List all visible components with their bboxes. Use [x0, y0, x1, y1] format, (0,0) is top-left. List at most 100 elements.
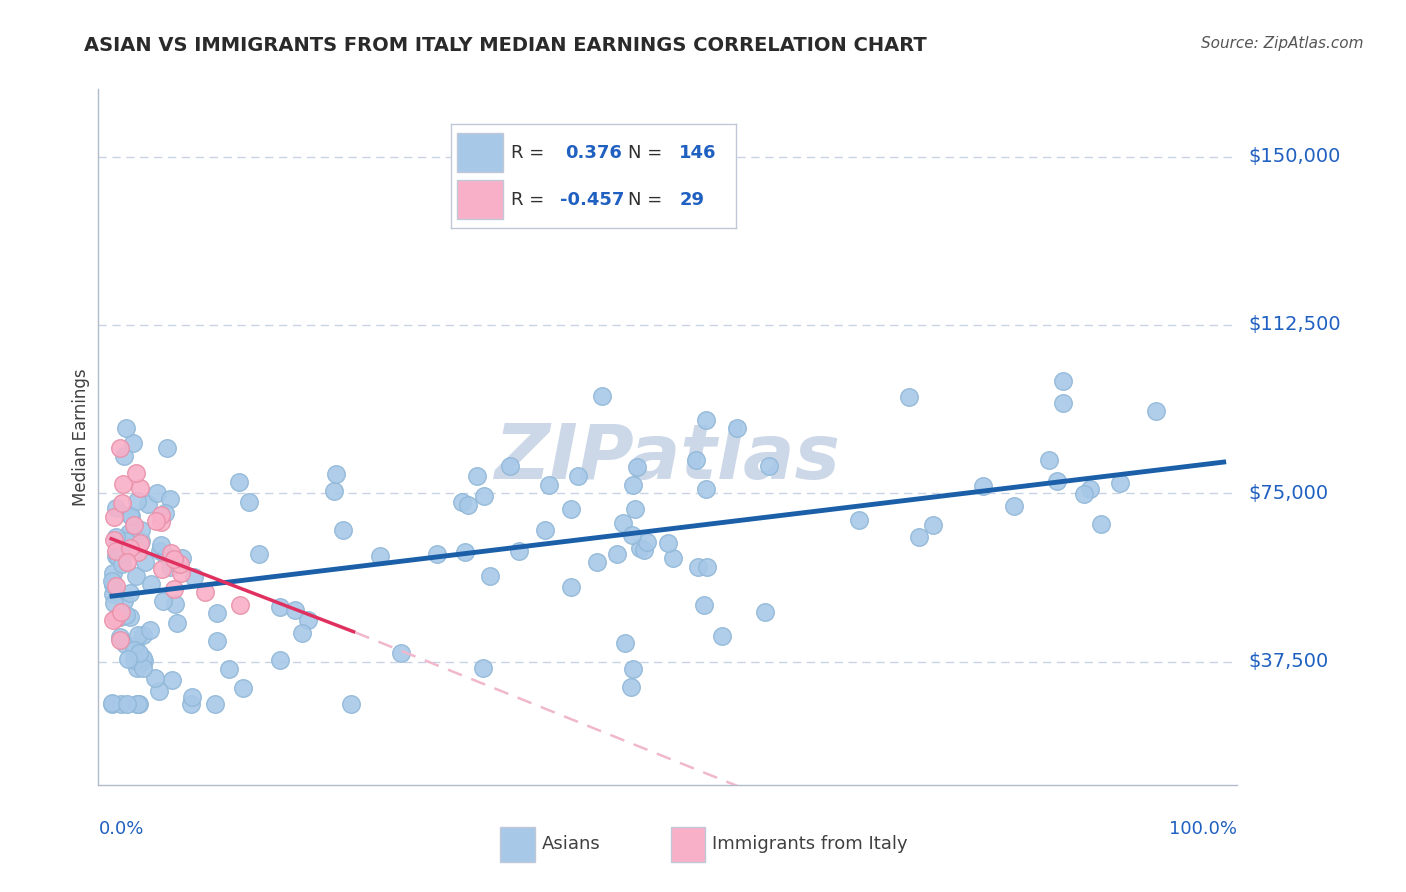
- Point: [725, 421, 748, 435]
- Point: [128, 697, 150, 711]
- Point: [269, 653, 291, 667]
- Text: $112,500: $112,500: [1249, 316, 1341, 334]
- Point: [122, 517, 145, 532]
- Point: [695, 482, 717, 496]
- Point: [284, 603, 307, 617]
- Point: [478, 569, 501, 583]
- Point: [180, 697, 202, 711]
- Point: [105, 579, 128, 593]
- Point: [1108, 476, 1130, 491]
- Point: [1038, 453, 1060, 467]
- Point: [153, 506, 176, 520]
- Point: [368, 549, 391, 563]
- Point: [112, 449, 135, 463]
- Point: [425, 547, 447, 561]
- Point: [586, 555, 609, 569]
- Point: [128, 646, 150, 660]
- Point: [103, 533, 125, 548]
- Point: [122, 436, 145, 450]
- Point: [155, 549, 177, 564]
- Point: [685, 453, 707, 467]
- Point: [160, 673, 183, 687]
- Point: [117, 652, 139, 666]
- Point: [229, 598, 252, 612]
- Point: [143, 671, 166, 685]
- Point: [194, 585, 217, 599]
- Point: [110, 557, 132, 571]
- Point: [136, 497, 159, 511]
- Point: [128, 536, 150, 550]
- Point: [139, 577, 162, 591]
- Point: [124, 639, 146, 653]
- Point: [567, 469, 589, 483]
- Point: [104, 530, 127, 544]
- Point: [128, 652, 150, 666]
- Point: [898, 390, 921, 404]
- Point: [108, 633, 131, 648]
- Point: [1002, 499, 1025, 513]
- Point: [848, 513, 870, 527]
- Text: 100.0%: 100.0%: [1170, 820, 1237, 838]
- Point: [115, 608, 138, 623]
- Text: ASIAN VS IMMIGRANTS FROM ITALY MEDIAN EARNINGS CORRELATION CHART: ASIAN VS IMMIGRANTS FROM ITALY MEDIAN EA…: [84, 36, 927, 54]
- Point: [101, 574, 124, 588]
- Point: [205, 634, 228, 648]
- Point: [332, 523, 354, 537]
- Point: [169, 557, 191, 571]
- Point: [166, 615, 188, 630]
- Point: [1046, 474, 1069, 488]
- Point: [120, 508, 142, 523]
- Point: [127, 494, 149, 508]
- Point: [105, 501, 128, 516]
- Point: [150, 562, 173, 576]
- Point: [247, 547, 270, 561]
- Point: [534, 523, 557, 537]
- Point: [183, 570, 205, 584]
- Point: [110, 630, 132, 644]
- Point: [657, 536, 679, 550]
- Point: [1052, 374, 1074, 388]
- Point: [232, 681, 254, 696]
- Point: [152, 593, 174, 607]
- Point: [127, 697, 149, 711]
- Point: [1090, 517, 1112, 532]
- Point: [149, 544, 172, 558]
- Point: [111, 496, 134, 510]
- Point: [922, 518, 945, 533]
- Point: [103, 510, 125, 524]
- Point: [636, 534, 658, 549]
- Point: [118, 525, 141, 540]
- Point: [754, 605, 776, 619]
- Point: [170, 566, 193, 580]
- Point: [163, 582, 186, 597]
- Point: [180, 690, 202, 705]
- Point: [101, 696, 124, 710]
- Point: [112, 594, 135, 608]
- Point: [120, 609, 142, 624]
- Point: [623, 501, 645, 516]
- Point: [693, 598, 716, 612]
- Point: [628, 541, 651, 556]
- Point: [129, 481, 152, 495]
- Point: [107, 549, 129, 564]
- Point: [1144, 403, 1167, 417]
- Point: [104, 549, 127, 563]
- Point: [606, 547, 628, 561]
- Point: [696, 560, 718, 574]
- Point: [465, 469, 488, 483]
- Point: [122, 642, 145, 657]
- Point: [150, 515, 173, 529]
- Point: [613, 636, 636, 650]
- Point: [120, 508, 142, 522]
- Point: [591, 389, 613, 403]
- Point: [108, 442, 131, 456]
- Point: [163, 597, 186, 611]
- Point: [560, 580, 582, 594]
- Point: [105, 611, 128, 625]
- Point: [686, 560, 709, 574]
- Point: [633, 542, 655, 557]
- Point: [163, 552, 186, 566]
- Point: [115, 533, 138, 548]
- Point: [160, 546, 183, 560]
- Text: $150,000: $150,000: [1249, 147, 1341, 166]
